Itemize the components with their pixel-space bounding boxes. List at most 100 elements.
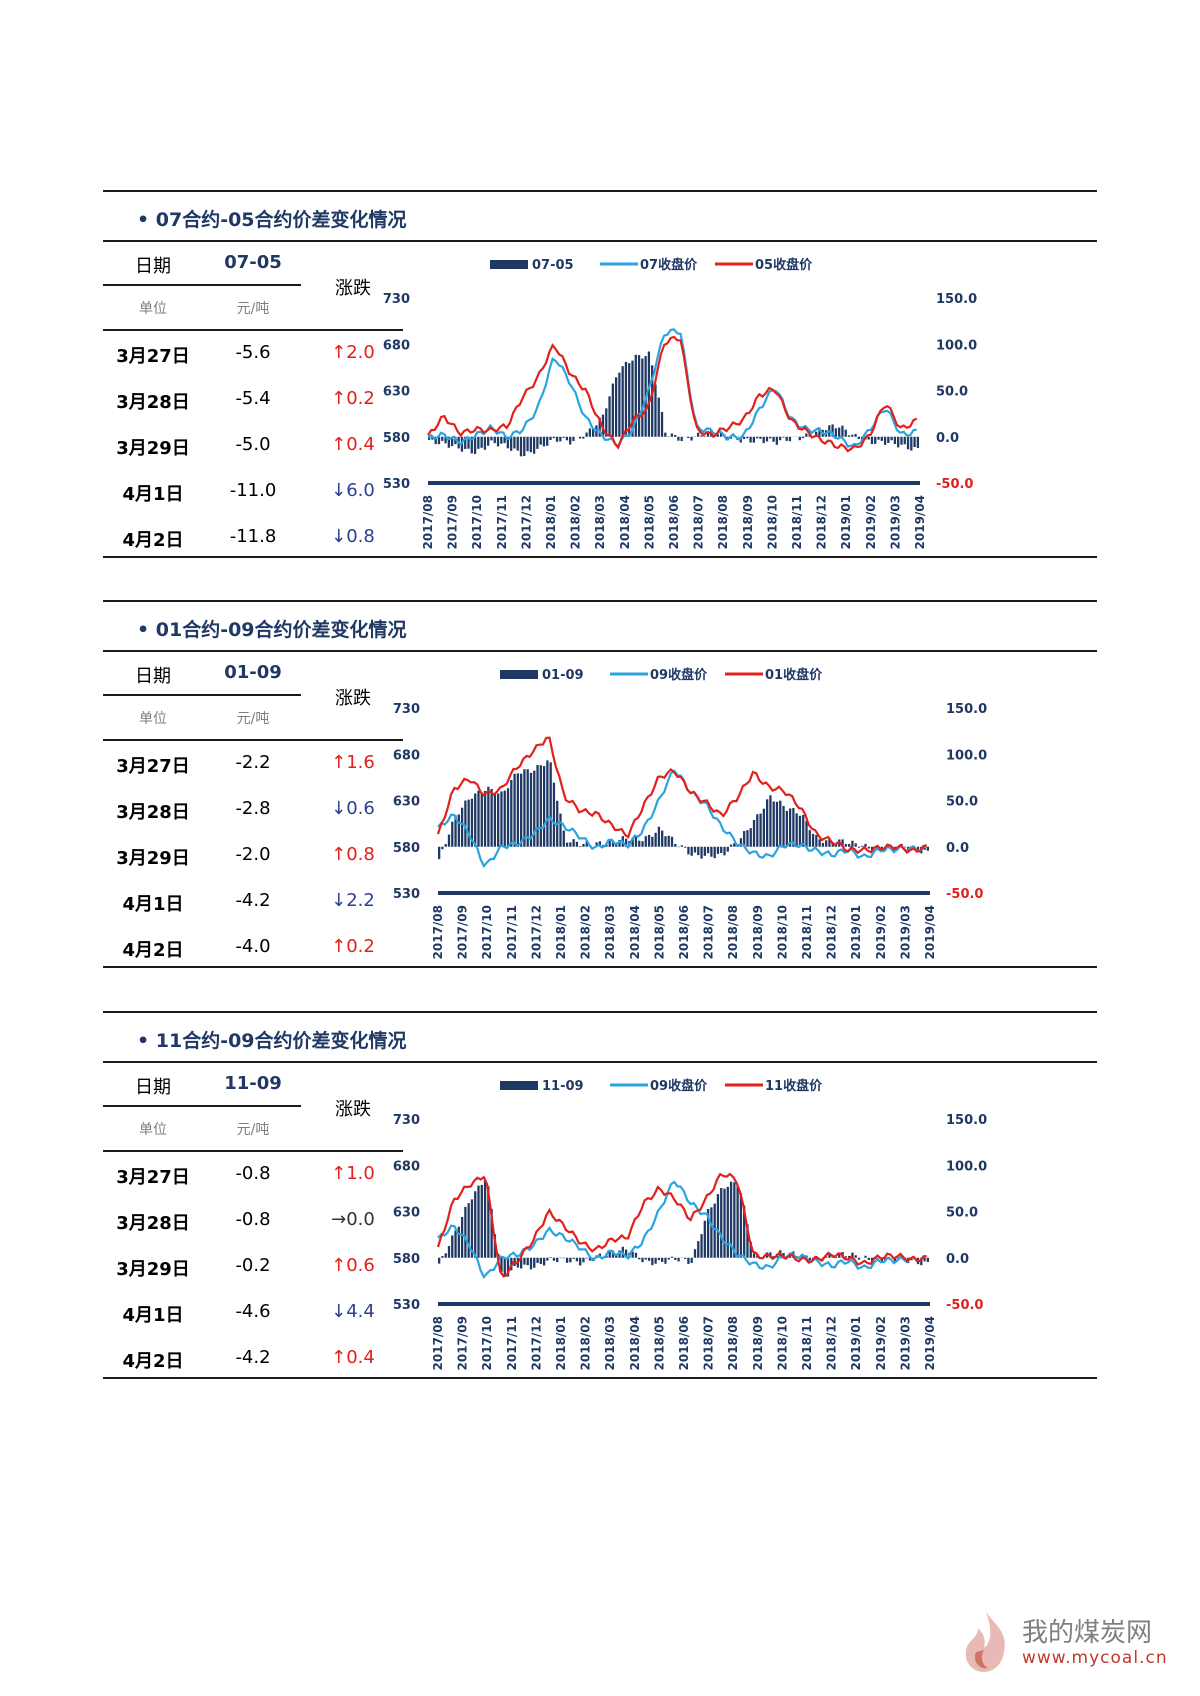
spread-bar	[752, 820, 756, 847]
spread-bar	[536, 436, 539, 449]
spread-bar	[647, 351, 651, 437]
spread-bar	[805, 820, 808, 847]
left-axis-tick-label: 680	[393, 748, 420, 763]
spread-bar	[749, 1241, 752, 1258]
spread-bar	[454, 436, 457, 445]
row-spread-value: -5.0	[235, 434, 271, 455]
row-change: →0.0	[331, 1209, 375, 1230]
spread-bar	[605, 408, 608, 437]
spread-bar	[480, 1184, 483, 1258]
spread-bar	[785, 436, 788, 441]
spread-bar	[552, 1257, 556, 1261]
x-axis-tick-label: 2018/02	[579, 1316, 593, 1370]
spread-bar	[503, 1257, 506, 1278]
watermark-url: www.mycoal.cn	[1022, 1648, 1168, 1668]
spread-bar	[549, 1257, 552, 1258]
panel-top-rule	[103, 190, 1097, 192]
spread-bar	[808, 1257, 811, 1261]
x-axis-tick-label: 2017/09	[456, 1316, 470, 1370]
row-date: 4月1日	[122, 1305, 184, 1326]
spread-bar	[726, 846, 729, 852]
spread-bar	[664, 1257, 667, 1264]
units-rule	[103, 1150, 403, 1152]
left-axis-tick-label: 630	[393, 795, 420, 810]
spread-bar	[782, 436, 785, 438]
spread-bar	[562, 436, 565, 438]
right-axis-tick-label: 100.0	[936, 338, 977, 353]
spread-bar	[569, 842, 572, 847]
row-change: ↓6.0	[331, 480, 375, 501]
spread-bar	[697, 846, 700, 856]
spread-bar	[611, 383, 614, 437]
watermark-name: 我的煤炭网	[1022, 1618, 1153, 1648]
spread-bar	[474, 793, 477, 847]
right-axis-tick-label: 150.0	[946, 1113, 987, 1128]
spread-bar	[848, 1255, 851, 1258]
spread-bar	[634, 836, 638, 847]
spread-bar	[848, 843, 851, 847]
spread-bar	[451, 821, 454, 847]
spread-bar	[565, 436, 569, 441]
legend-label: 11收盘价	[765, 1078, 823, 1094]
spread-bar	[867, 436, 870, 440]
spread-bar	[575, 1257, 579, 1262]
spread-bar	[752, 1253, 756, 1258]
panel-top-rule	[103, 600, 1097, 602]
spread-bar	[526, 769, 529, 847]
spread-bar	[690, 846, 693, 856]
spread-bar	[657, 397, 660, 437]
spread-bar	[802, 815, 805, 847]
x-axis-tick-label: 2017/08	[431, 905, 445, 959]
panel-title-bar: • 01合约-09合约价差变化情况	[103, 602, 1097, 650]
spread-bar	[815, 834, 818, 847]
spread-bar	[805, 433, 808, 437]
spread-bar	[696, 432, 700, 437]
spread-bar	[624, 838, 628, 847]
legend-label: 09收盘价	[650, 1078, 708, 1094]
row-spread-value: -4.0	[235, 936, 271, 957]
spread-bar	[733, 1182, 736, 1258]
spread-bar	[798, 436, 801, 441]
spread-bar	[562, 830, 565, 847]
spread-bar	[697, 1241, 700, 1258]
x-axis-tick-label: 2018/03	[603, 1316, 617, 1370]
spread-bar	[674, 434, 677, 437]
spread-bar	[723, 846, 726, 856]
x-axis-tick-label: 2017/08	[421, 495, 435, 549]
spread-bar	[703, 436, 706, 437]
spread-bar	[447, 1246, 451, 1258]
x-axis-tick-label: 2017/08	[431, 1316, 445, 1370]
spread-bar	[897, 436, 900, 448]
spread-bar	[451, 1235, 454, 1258]
right-axis-tick-label: 100.0	[946, 748, 987, 763]
spread-bar	[614, 377, 618, 437]
spread-bar	[788, 436, 792, 442]
spread-bar	[513, 436, 516, 449]
spread-bar	[743, 831, 746, 847]
spread-bar	[742, 436, 746, 440]
spread-bar	[687, 436, 690, 439]
spread-bar	[487, 786, 490, 847]
change-header: 涨跌	[335, 278, 371, 299]
x-axis-tick-label: 2019/03	[898, 1316, 912, 1370]
spread-bar	[444, 844, 447, 847]
spread-bar	[637, 355, 641, 437]
row-date: 3月29日	[116, 438, 190, 459]
x-axis-tick-label: 2018/11	[800, 905, 814, 959]
legend-label: 11-09	[542, 1079, 584, 1094]
spread-bar	[729, 844, 733, 847]
x-axis-tick-label: 2018/12	[815, 495, 829, 549]
spread-bar	[572, 1257, 575, 1259]
spread-bar	[749, 436, 752, 443]
spread-bar	[460, 1216, 464, 1258]
row-date: 4月2日	[122, 940, 184, 961]
spread-bar	[660, 412, 664, 437]
spread-bar	[618, 372, 621, 437]
spread-bar	[546, 1257, 549, 1261]
spread-bar	[506, 1257, 510, 1277]
left-axis-tick-label: 530	[393, 887, 420, 902]
x-axis-tick-label: 2018/03	[593, 495, 607, 549]
spread-bar	[536, 1257, 539, 1263]
spread-bar	[441, 846, 444, 850]
spread-bar	[647, 834, 651, 847]
